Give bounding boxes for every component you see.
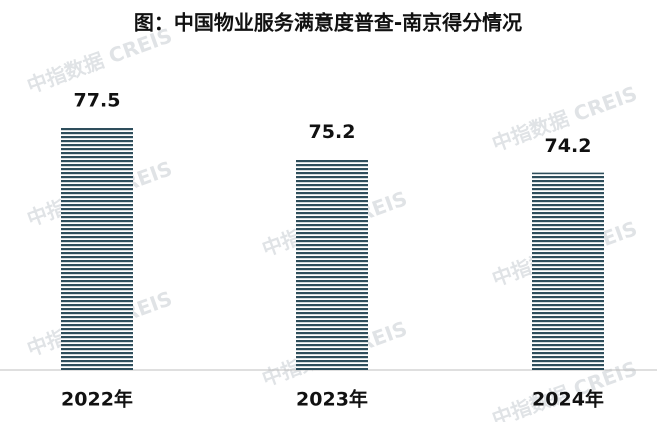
chart-title: 图：中国物业服务满意度普查-南京得分情况 <box>134 11 522 35</box>
bar <box>61 126 133 370</box>
x-tick-label: 2022年 <box>61 388 133 411</box>
watermark: 中指数据 CREIS <box>24 23 176 98</box>
bar <box>296 158 368 370</box>
value-label: 77.5 <box>74 89 121 111</box>
value-label: 75.2 <box>309 121 356 143</box>
bar <box>532 172 604 370</box>
x-tick-label: 2023年 <box>296 388 368 411</box>
value-label: 74.2 <box>545 135 592 157</box>
x-tick-label: 2024年 <box>532 388 604 411</box>
